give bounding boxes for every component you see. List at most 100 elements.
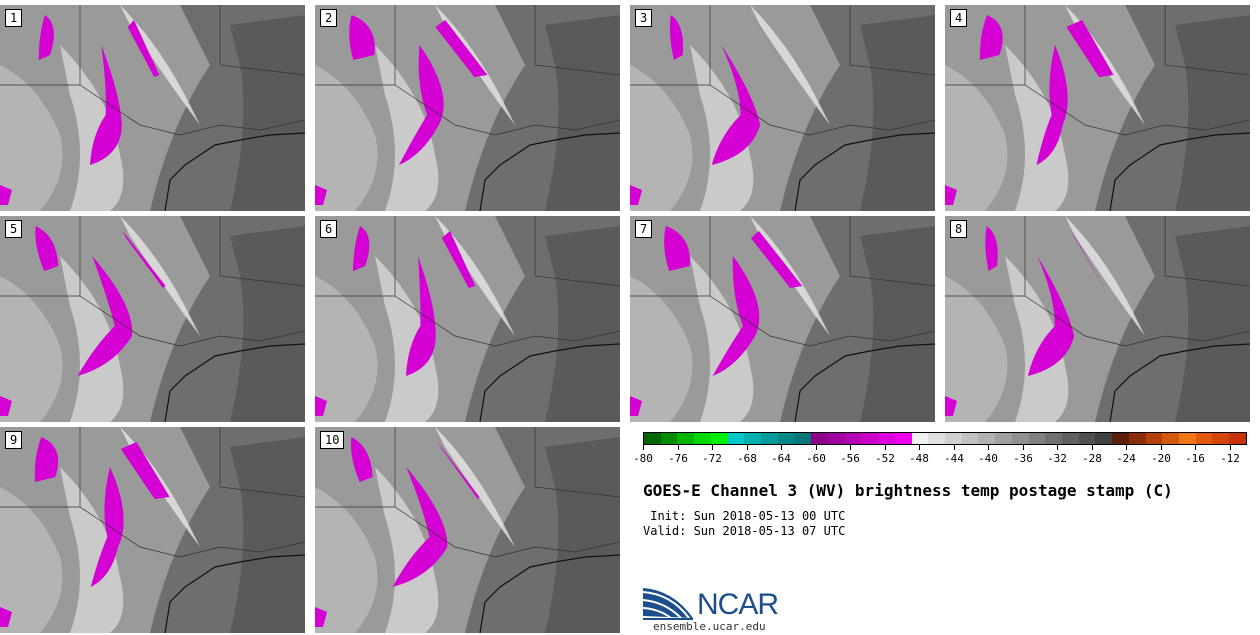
- wv-field-map: [945, 216, 1250, 422]
- colorbar-tick: [1161, 445, 1162, 450]
- colorbar-swatch: [727, 433, 745, 444]
- wv-field-map: [0, 5, 305, 211]
- panel-number: 1: [5, 9, 23, 27]
- forecast-panel: 1: [0, 5, 305, 211]
- colorbar-swatch: [1212, 433, 1230, 444]
- colorbar-tick-label: -16: [1185, 452, 1205, 465]
- colorbar-swatch: [694, 433, 711, 444]
- wv-field-map: [630, 5, 935, 211]
- colorbar-swatch: [1162, 433, 1179, 444]
- colorbar-tick-label: -56: [840, 452, 860, 465]
- colorbar-swatch: [777, 433, 795, 444]
- colorbar-tick: [885, 445, 886, 450]
- forecast-panel: 7: [630, 216, 935, 422]
- colorbar-tick: [1092, 445, 1093, 450]
- colorbar-swatch: [944, 433, 962, 444]
- panel-number: 7: [635, 220, 653, 238]
- colorbar-swatch: [1045, 433, 1062, 444]
- panel-number: 3: [635, 9, 653, 27]
- colorbar-swatch: [1095, 433, 1113, 444]
- forecast-panel: 4: [945, 5, 1250, 211]
- panel-number: 5: [5, 220, 23, 238]
- colorbar-tick-label: -60: [806, 452, 826, 465]
- colorbar-tick: [850, 445, 851, 450]
- colorbar-tick-label: -20: [1151, 452, 1171, 465]
- colorbar-tick: [988, 445, 989, 450]
- colorbar-swatch: [961, 433, 979, 444]
- colorbar-tick: [954, 445, 955, 450]
- colorbar-tick-label: -52: [875, 452, 895, 465]
- colorbar-swatch: [1195, 433, 1213, 444]
- colorbar-swatch: [1128, 433, 1146, 444]
- colorbar-swatch: [1229, 433, 1246, 444]
- colorbar-tick-label: -40: [978, 452, 998, 465]
- forecast-panel: 8: [945, 216, 1250, 422]
- colorbar-swatch: [1179, 433, 1196, 444]
- colorbar-swatch: [1028, 433, 1046, 444]
- colorbar-ticks: -80 -76 -72 -68 -64 -60 -56 -52 -48 -44 -40 -36 -32 -…: [633, 445, 1247, 469]
- colorbar-swatch: [978, 433, 996, 444]
- wv-field-map: [0, 216, 305, 422]
- colorbar-tick-label: -28: [1082, 452, 1102, 465]
- colorbar-tick: [1023, 445, 1024, 450]
- colorbar-swatch: [894, 433, 912, 444]
- colorbar-tick: [678, 445, 679, 450]
- panel-number: 8: [950, 220, 968, 238]
- colorbar-tick: [1230, 445, 1231, 450]
- colorbar: [643, 432, 1247, 445]
- colorbar-tick-label: -44: [944, 452, 964, 465]
- site-url: ensemble.ucar.edu: [653, 620, 766, 633]
- colorbar-swatch: [928, 433, 945, 444]
- colorbar-tick-label: -24: [1116, 452, 1136, 465]
- panel-number: 9: [5, 431, 23, 449]
- ncar-logo-icon: [643, 588, 693, 620]
- colorbar-swatch: [1011, 433, 1029, 444]
- colorbar-tick-label: -68: [737, 452, 757, 465]
- colorbar-tick: [712, 445, 713, 450]
- colorbar-tick: [781, 445, 782, 450]
- page-title: GOES-E Channel 3 (WV) brightness temp po…: [643, 481, 1173, 500]
- colorbar-swatch: [995, 433, 1012, 444]
- colorbar-swatch: [761, 433, 778, 444]
- colorbar-tick-label: -80: [633, 452, 653, 465]
- colorbar-swatch: [844, 433, 862, 444]
- colorbar-tick: [643, 445, 644, 450]
- wv-field-map: [315, 216, 620, 422]
- colorbar-swatch: [744, 433, 762, 444]
- colorbar-tick: [816, 445, 817, 450]
- colorbar-tick-label: -64: [771, 452, 791, 465]
- ncar-logo-text: NCAR: [697, 588, 779, 621]
- wv-field-map: [945, 5, 1250, 211]
- panel-number: 4: [950, 9, 968, 27]
- colorbar-tick: [747, 445, 748, 450]
- colorbar-swatch: [660, 433, 678, 444]
- colorbar-swatch: [1112, 433, 1129, 444]
- colorbar-swatch: [1061, 433, 1079, 444]
- colorbar-swatch: [878, 433, 895, 444]
- colorbar-tick-label: -32: [1047, 452, 1067, 465]
- colorbar-swatch: [911, 433, 929, 444]
- colorbar-swatch: [861, 433, 879, 444]
- forecast-panel: 3: [630, 5, 935, 211]
- colorbar-tick: [1126, 445, 1127, 450]
- colorbar-swatch: [710, 433, 728, 444]
- wv-field-map: [315, 5, 620, 211]
- colorbar-swatch: [794, 433, 812, 444]
- valid-time: Valid: Sun 2018-05-13 07 UTC: [643, 524, 846, 538]
- init-time: Init: Sun 2018-05-13 00 UTC: [643, 509, 846, 523]
- colorbar-swatch: [1145, 433, 1163, 444]
- wv-field-map: [315, 427, 620, 633]
- colorbar-tick-label: -12: [1220, 452, 1240, 465]
- colorbar-tick: [919, 445, 920, 450]
- colorbar-tick-label: -48: [909, 452, 929, 465]
- colorbar-swatch: [811, 433, 828, 444]
- panel-number: 6: [320, 220, 338, 238]
- forecast-panel: 5: [0, 216, 305, 422]
- forecast-panel: 6: [315, 216, 620, 422]
- colorbar-tick: [1057, 445, 1058, 450]
- colorbar-swatch: [1078, 433, 1096, 444]
- colorbar-tick-label: -76: [668, 452, 688, 465]
- forecast-panel: 2: [315, 5, 620, 211]
- colorbar-tick-label: -36: [1013, 452, 1033, 465]
- forecast-panel: 10: [315, 427, 620, 633]
